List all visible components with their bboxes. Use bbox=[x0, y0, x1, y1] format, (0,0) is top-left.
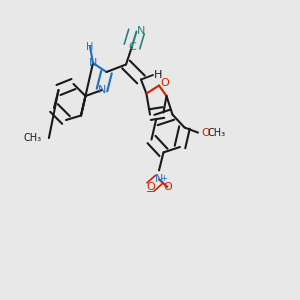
Text: −: − bbox=[146, 187, 155, 197]
Text: O: O bbox=[160, 78, 169, 88]
Text: N: N bbox=[137, 26, 145, 37]
Text: N: N bbox=[98, 85, 106, 95]
Text: N: N bbox=[155, 174, 163, 184]
Text: N: N bbox=[89, 58, 97, 68]
Text: O: O bbox=[146, 182, 155, 192]
Text: CH₃: CH₃ bbox=[208, 128, 226, 138]
Text: C: C bbox=[128, 41, 136, 52]
Text: O: O bbox=[201, 128, 210, 138]
Text: +: + bbox=[160, 174, 166, 183]
Text: H: H bbox=[154, 70, 163, 80]
Text: CH₃: CH₃ bbox=[23, 133, 41, 143]
Text: O: O bbox=[163, 182, 172, 192]
Text: H: H bbox=[86, 41, 94, 52]
